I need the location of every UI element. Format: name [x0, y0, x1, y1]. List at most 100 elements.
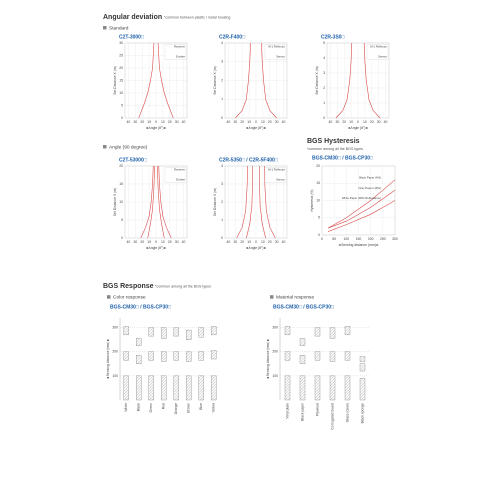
curve	[327, 179, 396, 229]
legend-box	[264, 167, 287, 183]
y-axis-label: Set Distance X (m)	[213, 66, 217, 94]
y-tick-label: 0	[318, 233, 320, 237]
curve	[246, 166, 253, 239]
x-axis-label: ◄Sensing distance (mm)►	[338, 243, 379, 247]
range-bar	[299, 355, 306, 364]
range-bar	[211, 326, 217, 336]
y-tick-label: 3	[323, 71, 325, 75]
y-tick-label: 3	[221, 60, 223, 64]
chart-title: BGS-CM30□ / BGS-CP30□	[312, 155, 373, 161]
x-tick-label: 30	[175, 240, 179, 244]
y-axis-label: Set Distance X (m)	[113, 188, 117, 216]
range-bar	[314, 375, 321, 401]
subsection: Standard	[109, 25, 129, 31]
chart-title: C2R-3S0□	[321, 34, 345, 40]
y-tick-label: 0	[323, 116, 325, 120]
curve	[261, 42, 277, 119]
x-tick-label: Green	[149, 403, 153, 413]
y-tick-label: 4	[221, 164, 223, 168]
legend-label: Sensor	[276, 55, 285, 59]
legend-box	[366, 44, 389, 60]
x-tick-label: 30	[133, 240, 137, 244]
x-tick-label: 20	[168, 240, 172, 244]
range-bar	[123, 326, 129, 336]
x-tick-label: 30	[335, 120, 339, 124]
x-tick-label: 40	[282, 120, 286, 124]
y-axis-label: Set Distance X (m)	[213, 188, 217, 216]
range-bar	[329, 327, 336, 339]
section-title: Angular deviation	[103, 14, 162, 21]
x-tick-label: Corrugated board	[330, 403, 334, 430]
y-tick-label: 20	[119, 164, 123, 168]
x-tick-label: 40	[227, 240, 231, 244]
subsection: Color response	[113, 294, 146, 300]
curve	[147, 165, 155, 239]
range-bar	[299, 338, 306, 346]
x-tick-label: 30	[275, 240, 279, 244]
bullet	[103, 145, 107, 149]
x-tick-label: 10	[349, 120, 353, 124]
series-label: White Paper (90% Reflectance)	[342, 196, 381, 200]
range-bar	[173, 375, 179, 401]
y-tick-label: 5	[318, 216, 320, 220]
curve	[138, 42, 155, 119]
y-tick-label: 4	[221, 41, 223, 45]
x-tick-label: 30	[233, 120, 237, 124]
y-tick-label: 300	[272, 326, 278, 330]
x-tick-label: 40	[384, 120, 388, 124]
x-tick-label: 100	[343, 237, 349, 241]
range-bar	[344, 375, 351, 401]
x-tick-label: 10	[147, 240, 151, 244]
y-tick-label: 0	[221, 236, 223, 240]
range-bar	[329, 375, 336, 401]
chart-title: C2T-3000□	[119, 34, 144, 40]
range-bar	[136, 338, 142, 346]
range-bar	[198, 327, 204, 338]
legend-label: Receiver	[174, 168, 185, 172]
y-axis-label: Hysteresis (%)	[310, 189, 314, 211]
range-bar	[186, 375, 192, 401]
x-tick-label: 0	[155, 240, 157, 244]
x-axis-label: ◄Angle (θ°)►	[145, 246, 167, 250]
curve	[363, 42, 381, 119]
x-tick-label: Black sponge	[360, 403, 364, 423]
range-bar	[284, 375, 291, 401]
y-tick-label: 15	[119, 78, 123, 82]
y-tick-label: 2	[323, 86, 325, 90]
section-title: BGS Hysteresis	[307, 138, 360, 145]
x-tick-label: 150	[356, 237, 362, 241]
legend-label: M-1 Reflector	[268, 168, 285, 172]
x-tick-label: Yellow	[212, 402, 216, 412]
x-tick-label: 200	[368, 237, 374, 241]
range-bar	[329, 351, 336, 362]
x-tick-label: Brown	[187, 403, 191, 413]
range-bar	[198, 351, 204, 361]
x-tick-label: 0	[155, 120, 157, 124]
legend-label: Emitter	[176, 178, 185, 182]
range-bar	[314, 351, 321, 361]
x-tick-label: Black	[137, 403, 141, 412]
x-tick-label: 40	[282, 240, 286, 244]
range-bar	[173, 327, 179, 337]
y-tick-label: 15	[316, 181, 320, 185]
x-tick-label: 40	[182, 120, 186, 124]
y-tick-label: 15	[119, 182, 123, 186]
chart-title: C2R-F400□	[219, 34, 245, 40]
x-tick-label: 50	[332, 237, 336, 241]
section-title: BGS Response	[103, 283, 154, 290]
range-bar	[359, 356, 366, 362]
range-bar	[186, 351, 192, 362]
range-bar	[211, 350, 217, 360]
subsection: Material response	[276, 294, 314, 300]
x-tick-label: Red	[162, 403, 166, 409]
y-tick-label: 1	[221, 218, 223, 222]
y-tick-label: 0	[121, 236, 123, 240]
legend-label: Sensor	[276, 178, 285, 182]
x-tick-label: 20	[140, 240, 144, 244]
y-tick-label: 30	[119, 41, 123, 45]
curve	[157, 42, 174, 119]
range-bar	[314, 327, 321, 337]
bullet	[107, 295, 111, 299]
x-tick-label: 300	[392, 237, 398, 241]
